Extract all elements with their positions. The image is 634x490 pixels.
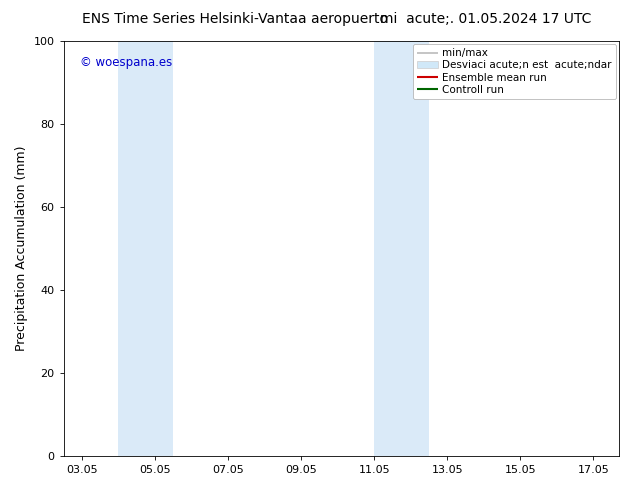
- Y-axis label: Precipitation Accumulation (mm): Precipitation Accumulation (mm): [15, 146, 28, 351]
- Legend: min/max, Desviaci acute;n est  acute;ndar, Ensemble mean run, Controll run: min/max, Desviaci acute;n est acute;ndar…: [413, 44, 616, 99]
- Text: © woespana.es: © woespana.es: [81, 55, 172, 69]
- Bar: [374, 41, 429, 456]
- Text: ENS Time Series Helsinki-Vantaa aeropuerto: ENS Time Series Helsinki-Vantaa aeropuer…: [82, 12, 389, 26]
- Text: mi  acute;. 01.05.2024 17 UTC: mi acute;. 01.05.2024 17 UTC: [380, 12, 592, 26]
- Bar: [119, 41, 173, 456]
